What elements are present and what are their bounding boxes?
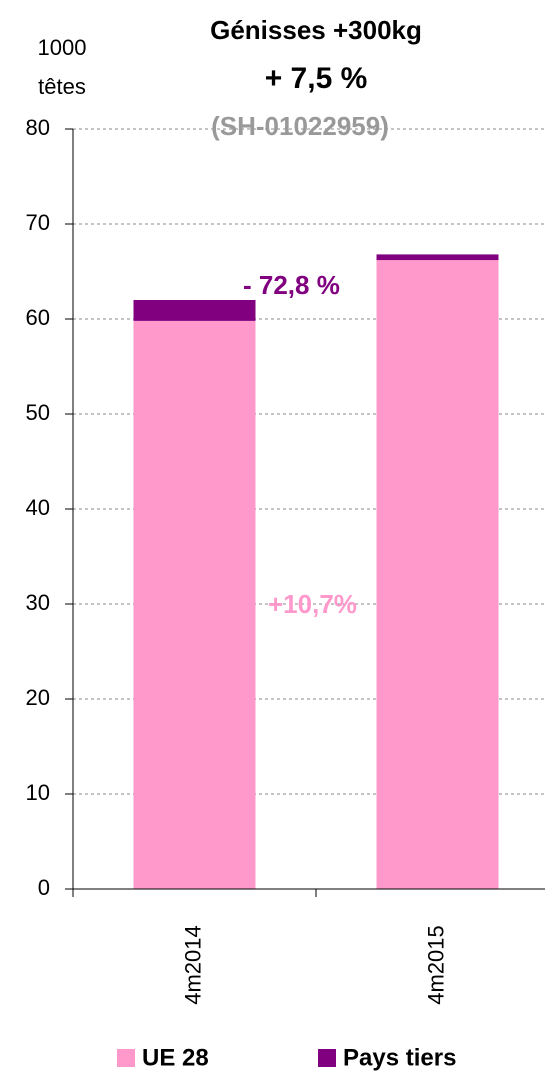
chart-subtitle: + 7,5 % xyxy=(265,62,368,95)
bar-segment xyxy=(376,254,499,261)
y-tick-label: 0 xyxy=(38,875,50,900)
annotation: +10,7% xyxy=(268,589,357,619)
legend-label: Pays tiers xyxy=(343,1044,456,1071)
y-axis-label: 1000 xyxy=(38,35,87,60)
y-axis-label: têtes xyxy=(38,74,86,99)
code-label: (SH-01022959) xyxy=(211,111,389,141)
legend-label: UE 28 xyxy=(142,1044,209,1071)
x-tick-label: 4m2014 xyxy=(180,925,205,1005)
legend-swatch xyxy=(318,1049,336,1067)
y-tick-label: 80 xyxy=(26,115,50,140)
y-tick-label: 60 xyxy=(26,305,50,330)
y-tick-label: 50 xyxy=(26,400,50,425)
bar-segment xyxy=(376,260,499,890)
y-tick-label: 30 xyxy=(26,590,50,615)
chart-title: Génisses +300kg xyxy=(210,15,422,45)
x-tick-label: 4m2015 xyxy=(423,925,448,1005)
legend-swatch xyxy=(117,1049,135,1067)
y-tick-label: 10 xyxy=(26,780,50,805)
bar-segment xyxy=(133,300,256,321)
annotation: - 72,8 % xyxy=(243,270,340,300)
y-tick-label: 70 xyxy=(26,210,50,235)
y-tick-label: 40 xyxy=(26,495,50,520)
y-tick-label: 20 xyxy=(26,685,50,710)
bar-segment xyxy=(133,320,256,889)
